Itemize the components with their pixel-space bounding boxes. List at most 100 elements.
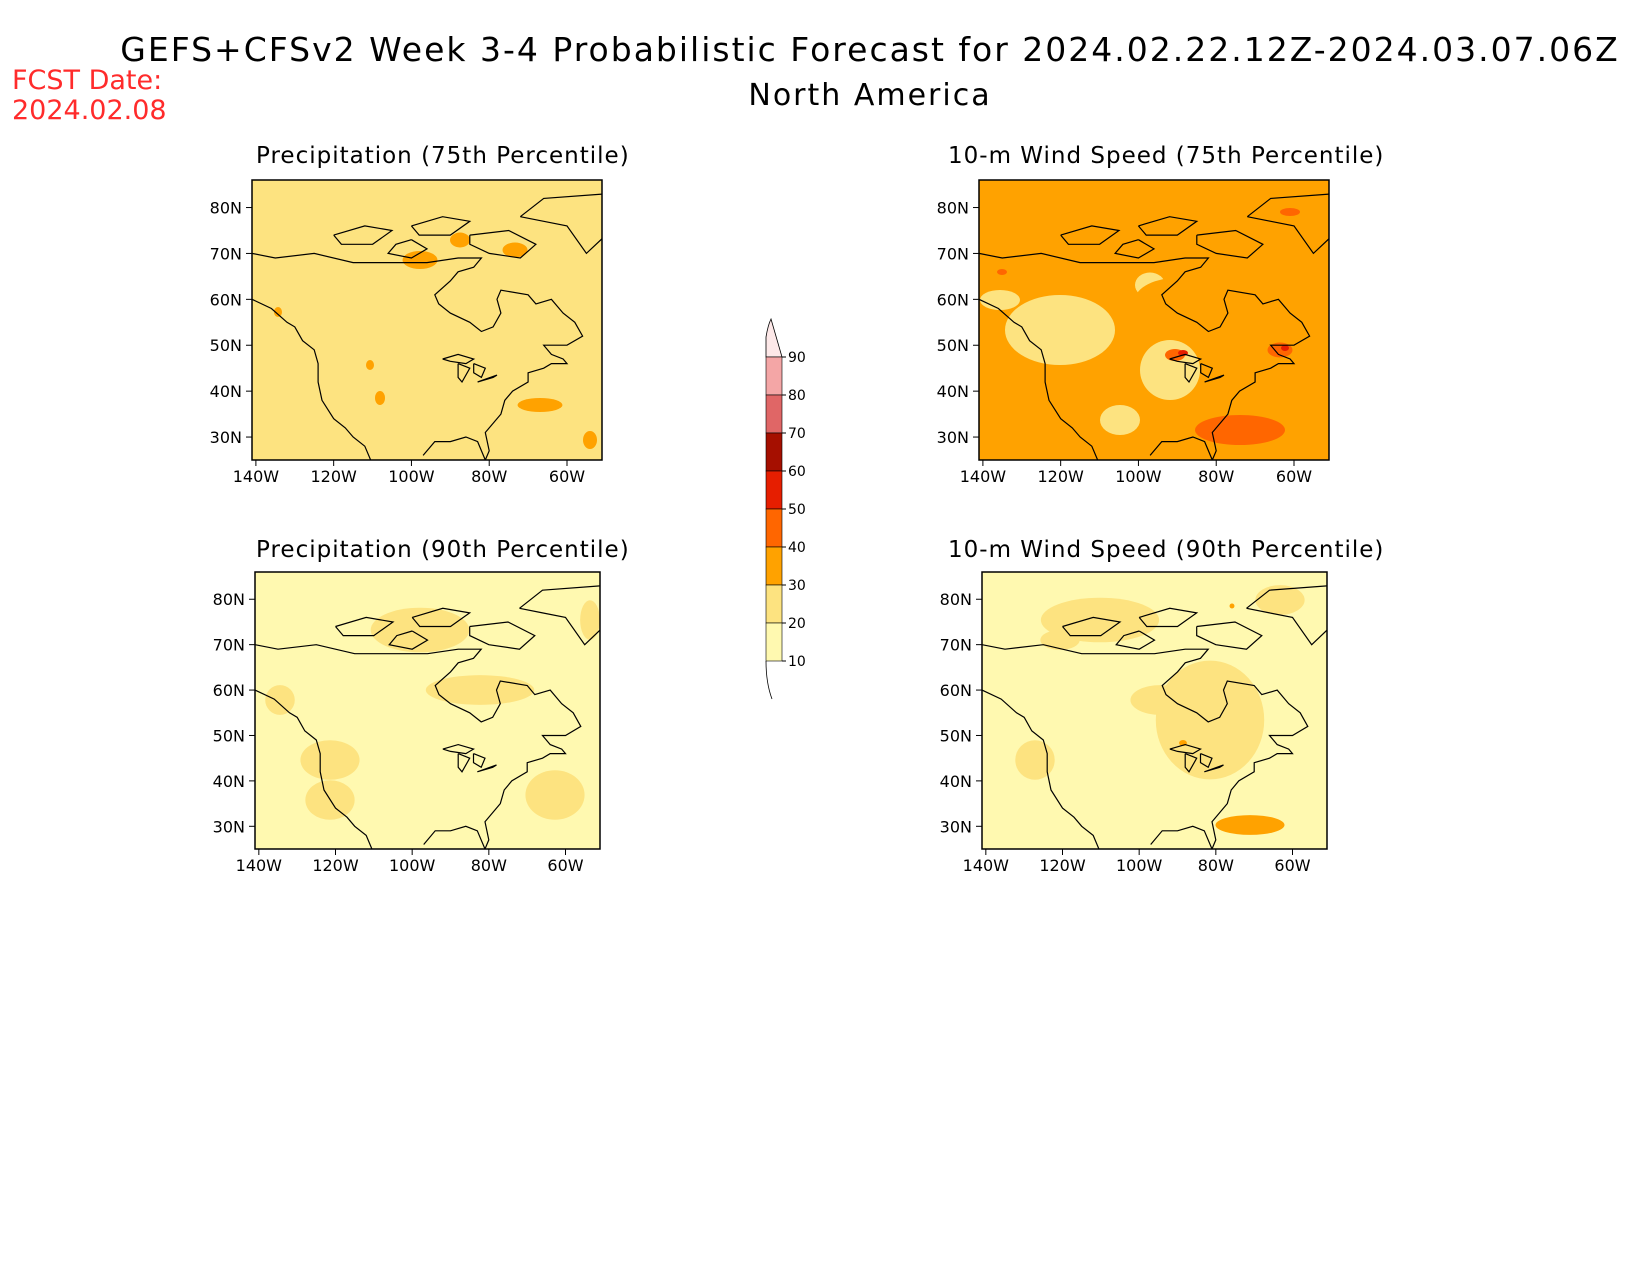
map-frame — [251, 179, 603, 461]
probability-patch — [300, 740, 360, 780]
probability-patch — [450, 232, 470, 248]
colorbar-label: 70 — [788, 426, 806, 442]
lon-label: 140W — [233, 467, 280, 486]
probability-patch — [1255, 585, 1305, 615]
coastlines — [255, 585, 600, 849]
lon-label: 60W — [547, 856, 583, 875]
lat-label: 70N — [937, 244, 969, 263]
lon-label: 140W — [236, 856, 283, 875]
probability-patch — [1281, 345, 1289, 351]
lat-label: 50N — [213, 726, 245, 745]
great-lake — [442, 353, 476, 365]
shaded-field — [982, 572, 1327, 849]
probability-patch — [274, 307, 282, 317]
great-lake — [1169, 743, 1203, 755]
lon-label: 120W — [312, 856, 359, 875]
lon-label: 80W — [1198, 467, 1234, 486]
region-subtitle: North America — [748, 78, 992, 113]
lat-label: 80N — [210, 199, 242, 218]
arctic-island — [1137, 216, 1199, 236]
west-coastline — [979, 298, 1099, 460]
forecast-date-value: 2024.02.08 — [12, 95, 167, 126]
colorbar-segment — [765, 508, 783, 548]
colorbar-label: 50 — [788, 502, 806, 518]
probability-patch — [402, 251, 438, 269]
lat-label: 40N — [940, 772, 972, 791]
lat-label: 70N — [213, 636, 245, 655]
arctic-island — [1062, 616, 1122, 637]
greenland-outline — [519, 193, 602, 255]
colorbar-segment — [765, 470, 783, 510]
arctic-island — [386, 239, 429, 259]
west-coastline — [252, 298, 372, 460]
coastlines — [979, 193, 1329, 460]
probability-patch — [997, 269, 1007, 275]
lon-label: 120W — [1037, 467, 1084, 486]
lon-label: 60W — [1276, 467, 1312, 486]
lon-label: 100W — [1115, 467, 1162, 486]
probability-patch — [1229, 603, 1235, 609]
great-lake — [473, 363, 487, 379]
colorbar-label: 60 — [788, 464, 806, 480]
great-lake — [477, 764, 497, 773]
main-title: GEFS+CFSv2 Week 3-4 Probabilistic Foreca… — [120, 30, 1620, 69]
lat-label: 50N — [940, 726, 972, 745]
east-north-coastline — [252, 252, 584, 460]
lat-label: 60N — [937, 290, 969, 309]
probability-patch — [370, 607, 470, 653]
great-lake — [1184, 753, 1198, 773]
lon-label: 100W — [388, 467, 435, 486]
lon-label: 60W — [1274, 856, 1310, 875]
arctic-island — [388, 630, 429, 650]
lat-label: 30N — [213, 817, 245, 836]
probability-patch — [1015, 740, 1055, 780]
panel-title-precip-90: Precipitation (90th Percentile) — [256, 537, 630, 563]
lat-label: 50N — [210, 336, 242, 355]
great-lake — [457, 363, 471, 384]
great-lake — [1204, 764, 1224, 773]
probability-patch — [583, 431, 597, 449]
colorbar: 90 80 70 60 50 40 30 20 10 — [765, 317, 806, 700]
lat-label: 40N — [937, 382, 969, 401]
colorbar-label: 40 — [788, 540, 806, 556]
panel-title-precip-75: Precipitation (75th Percentile) — [256, 143, 630, 169]
lat-label: 40N — [210, 382, 242, 401]
probability-patch — [1130, 685, 1190, 715]
great-lake — [1184, 363, 1198, 384]
colorbar-label: 30 — [788, 578, 806, 594]
arctic-island — [1060, 225, 1121, 245]
lat-label: 80N — [937, 199, 969, 218]
map-panel-2: 80N 70N 60N 50N 40N 30N 140W 120W 100W 80W 60W — [937, 179, 1330, 486]
colorbar-segment — [765, 546, 783, 586]
probability-patch — [525, 770, 585, 820]
great-lake — [457, 753, 471, 773]
probability-patch — [1135, 277, 1225, 323]
shaded-field — [979, 180, 1329, 460]
probability-patch — [535, 225, 585, 375]
probability-patch — [502, 242, 528, 258]
colorbar-bottom-cap — [765, 660, 773, 700]
lon-label: 80W — [471, 856, 507, 875]
map-frame — [254, 571, 601, 850]
great-lake — [1169, 353, 1203, 365]
probability-patch — [1100, 405, 1140, 435]
greenland-outline — [519, 585, 600, 646]
lon-label: 120W — [310, 467, 357, 486]
lat-label: 30N — [940, 817, 972, 836]
greenland-outline — [1246, 585, 1327, 646]
lon-label: 80W — [1198, 856, 1234, 875]
arctic-island — [335, 616, 395, 637]
probability-patch — [1215, 815, 1285, 835]
lat-label: 80N — [213, 590, 245, 609]
lon-label: 80W — [471, 467, 507, 486]
probability-patch — [1040, 237, 1120, 263]
arctic-island — [1138, 607, 1199, 628]
great-lake — [1200, 363, 1214, 379]
lat-label: 60N — [213, 681, 245, 700]
lon-label: 120W — [1039, 856, 1086, 875]
east-north-coastline — [982, 644, 1309, 849]
arctic-island — [469, 621, 536, 650]
coastlines — [252, 193, 602, 460]
probability-patch — [252, 205, 380, 295]
